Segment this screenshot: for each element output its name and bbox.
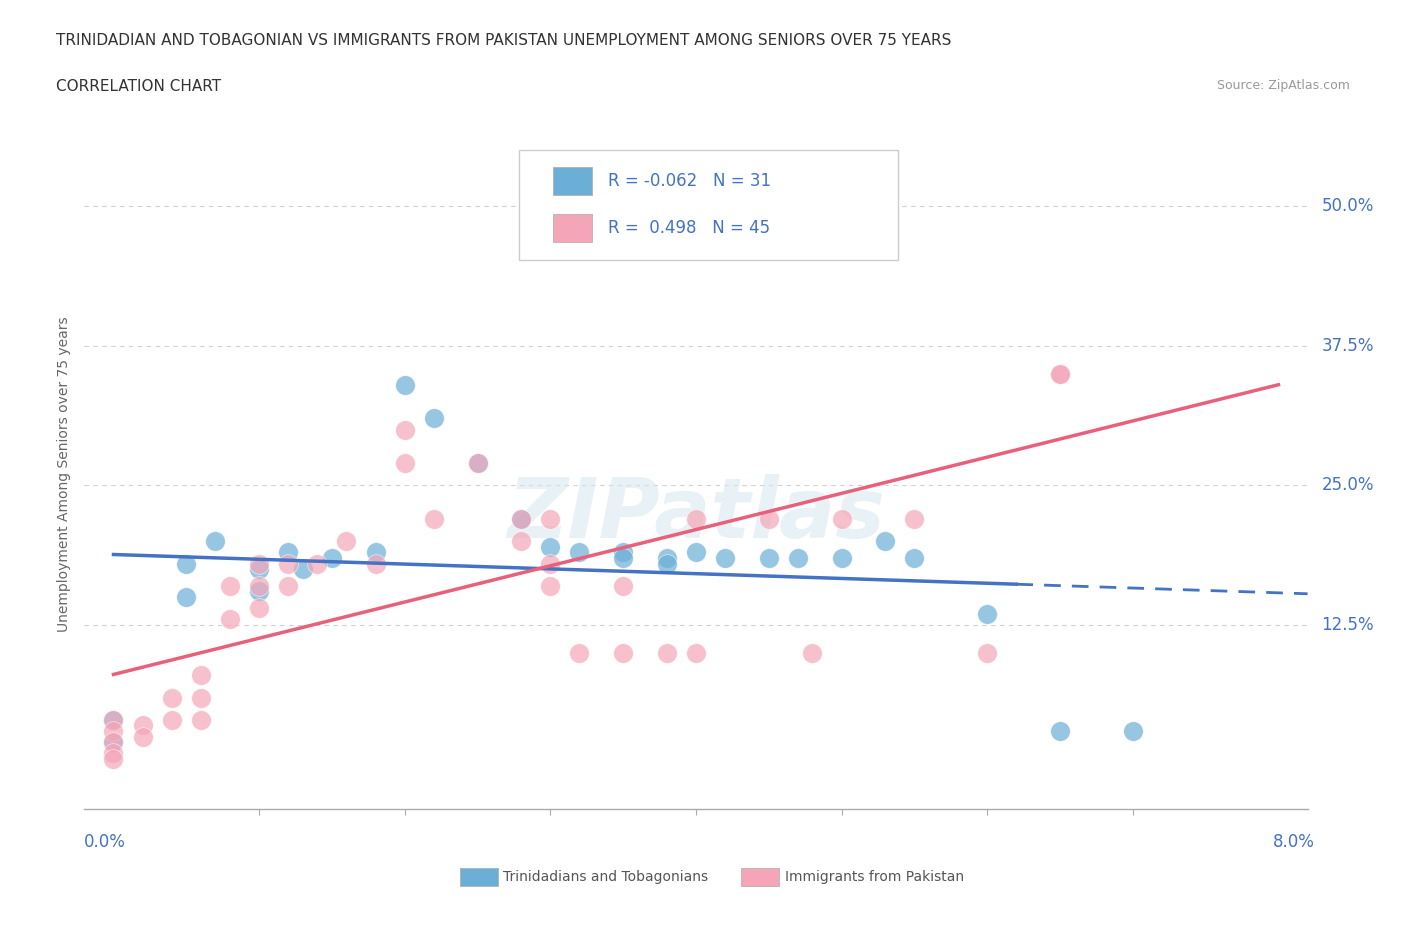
Point <box>103 746 125 761</box>
Point <box>277 578 299 593</box>
FancyBboxPatch shape <box>553 214 592 242</box>
Point <box>538 512 561 526</box>
Point <box>204 534 226 549</box>
Point <box>831 512 853 526</box>
Point <box>1049 724 1071 738</box>
Point <box>277 545 299 560</box>
Text: Source: ZipAtlas.com: Source: ZipAtlas.com <box>1216 79 1350 92</box>
Point <box>364 556 387 571</box>
Point <box>655 556 678 571</box>
Text: 50.0%: 50.0% <box>1322 197 1374 216</box>
Point <box>510 534 533 549</box>
Text: TRINIDADIAN AND TOBAGONIAN VS IMMIGRANTS FROM PAKISTAN UNEMPLOYMENT AMONG SENIOR: TRINIDADIAN AND TOBAGONIAN VS IMMIGRANTS… <box>56 33 952 47</box>
Point <box>131 729 153 744</box>
Point <box>247 556 270 571</box>
Point <box>655 551 678 565</box>
Point <box>612 578 634 593</box>
Point <box>174 590 197 604</box>
Point <box>1122 724 1144 738</box>
Point <box>538 578 561 593</box>
Y-axis label: Unemployment Among Seniors over 75 years: Unemployment Among Seniors over 75 years <box>58 316 72 632</box>
Point <box>568 645 591 660</box>
Point <box>1049 366 1071 381</box>
Text: R = -0.062   N = 31: R = -0.062 N = 31 <box>607 172 770 190</box>
Point <box>903 512 925 526</box>
Point <box>247 562 270 577</box>
Text: Trinidadians and Tobagonians: Trinidadians and Tobagonians <box>503 870 709 884</box>
FancyBboxPatch shape <box>519 150 898 260</box>
Point <box>655 645 678 660</box>
Point <box>510 512 533 526</box>
Point <box>714 221 737 236</box>
Point <box>423 411 446 426</box>
Point <box>364 545 387 560</box>
Point <box>190 690 212 705</box>
Point <box>103 735 125 750</box>
Text: R =  0.498   N = 45: R = 0.498 N = 45 <box>607 219 770 237</box>
FancyBboxPatch shape <box>460 868 498 886</box>
Point <box>612 545 634 560</box>
Point <box>612 645 634 660</box>
Point <box>1049 366 1071 381</box>
Text: ZIPatlas: ZIPatlas <box>508 474 884 555</box>
Point <box>758 551 780 565</box>
Point <box>190 712 212 727</box>
Point <box>394 378 416 392</box>
Point <box>831 551 853 565</box>
Text: 8.0%: 8.0% <box>1272 832 1315 851</box>
FancyBboxPatch shape <box>741 868 779 886</box>
Point <box>787 551 810 565</box>
Point <box>685 645 707 660</box>
Point <box>103 724 125 738</box>
Text: 25.0%: 25.0% <box>1322 476 1374 495</box>
Point <box>219 578 242 593</box>
Point <box>307 556 329 571</box>
Point <box>160 690 183 705</box>
Point <box>247 601 270 616</box>
Point <box>538 556 561 571</box>
Point <box>714 551 737 565</box>
Point <box>131 718 153 733</box>
Point <box>612 551 634 565</box>
Point <box>321 551 343 565</box>
Point <box>467 456 489 471</box>
Point <box>423 512 446 526</box>
Point <box>685 545 707 560</box>
Point <box>394 456 416 471</box>
Point <box>903 551 925 565</box>
Text: 12.5%: 12.5% <box>1322 616 1374 634</box>
FancyBboxPatch shape <box>553 167 592 195</box>
Point <box>685 512 707 526</box>
Point <box>467 456 489 471</box>
Point <box>394 422 416 437</box>
Point <box>103 735 125 750</box>
Point <box>510 512 533 526</box>
Point <box>875 534 897 549</box>
Point <box>247 578 270 593</box>
Point <box>801 645 824 660</box>
Point <box>976 645 998 660</box>
Point <box>247 584 270 599</box>
Point <box>976 606 998 621</box>
Text: CORRELATION CHART: CORRELATION CHART <box>56 79 221 94</box>
Point <box>291 562 314 577</box>
Point <box>538 539 561 554</box>
Point <box>335 534 357 549</box>
Point <box>190 668 212 683</box>
Text: 37.5%: 37.5% <box>1322 337 1374 355</box>
Point <box>219 612 242 627</box>
Text: Immigrants from Pakistan: Immigrants from Pakistan <box>785 870 963 884</box>
Point <box>103 712 125 727</box>
Point <box>758 512 780 526</box>
Point <box>103 712 125 727</box>
Point <box>568 545 591 560</box>
Point <box>277 556 299 571</box>
Point <box>103 751 125 766</box>
Text: 0.0%: 0.0% <box>84 832 127 851</box>
Point <box>160 712 183 727</box>
Point <box>174 556 197 571</box>
